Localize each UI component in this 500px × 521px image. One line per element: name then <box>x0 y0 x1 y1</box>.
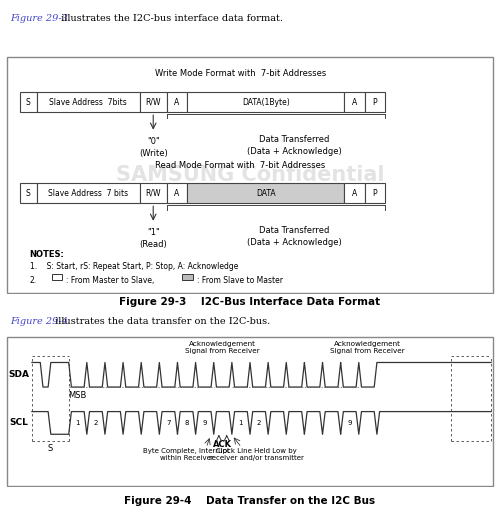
Text: 1: 1 <box>238 420 243 426</box>
Text: SDA: SDA <box>8 370 29 379</box>
Text: "1": "1" <box>147 228 160 238</box>
Bar <box>140 92 166 112</box>
Bar <box>52 274 62 279</box>
Text: Clock Line Held Low by
receiver and/or transmitter: Clock Line Held Low by receiver and/or t… <box>209 449 304 462</box>
Text: ACK: ACK <box>214 440 233 449</box>
Text: P: P <box>372 97 378 106</box>
Text: A: A <box>174 189 180 197</box>
Text: MSB: MSB <box>68 391 87 400</box>
Bar <box>37 183 140 203</box>
Text: Read Mode Format with  7-bit Addresses: Read Mode Format with 7-bit Addresses <box>155 162 326 170</box>
Bar <box>188 92 344 112</box>
Text: (Read): (Read) <box>140 241 167 250</box>
Text: SCL: SCL <box>10 418 28 427</box>
Text: Slave Address  7 bits: Slave Address 7 bits <box>48 189 128 197</box>
Text: "0": "0" <box>147 138 160 146</box>
Text: Acknowledgement
Signal from Receiver: Acknowledgement Signal from Receiver <box>330 341 405 354</box>
Text: Byte Complete, Interrupt
within Receiver: Byte Complete, Interrupt within Receiver <box>143 449 230 462</box>
Text: A: A <box>174 97 180 106</box>
Bar <box>166 183 188 203</box>
Text: 9: 9 <box>348 420 352 426</box>
Text: SAMSUNG Confidential: SAMSUNG Confidential <box>116 165 384 184</box>
Text: Figure 29-3: Figure 29-3 <box>10 14 68 23</box>
Text: P: P <box>372 189 378 197</box>
Text: Figure 29-3    I2C-Bus Interface Data Format: Figure 29-3 I2C-Bus Interface Data Forma… <box>120 296 380 307</box>
Bar <box>20 183 37 203</box>
Text: A: A <box>352 189 357 197</box>
Text: DATA: DATA <box>256 189 276 197</box>
Text: S: S <box>26 189 30 197</box>
Text: illustrates the data transfer on the I2C-bus.: illustrates the data transfer on the I2C… <box>52 317 271 326</box>
Bar <box>37 92 140 112</box>
Text: 9: 9 <box>202 420 207 426</box>
Text: 7: 7 <box>166 420 170 426</box>
Text: Data Transferred: Data Transferred <box>259 226 330 235</box>
Bar <box>344 183 364 203</box>
Text: R/W: R/W <box>146 97 161 106</box>
Text: 8: 8 <box>184 420 189 426</box>
Text: 1.    S: Start, rS: Repeat Start, P: Stop, A: Acknowledge: 1. S: Start, rS: Repeat Start, P: Stop, … <box>30 263 238 271</box>
Text: (Data + Acknowledge): (Data + Acknowledge) <box>246 147 342 156</box>
Text: illustrates the I2C-bus interface data format.: illustrates the I2C-bus interface data f… <box>58 14 284 23</box>
Text: Figure 29-4: Figure 29-4 <box>10 317 68 326</box>
Bar <box>20 92 37 112</box>
Text: Figure 29-4    Data Transfer on the I2C Bus: Figure 29-4 Data Transfer on the I2C Bus <box>124 496 376 506</box>
Text: 1: 1 <box>76 420 80 426</box>
Bar <box>344 92 364 112</box>
Bar <box>364 92 385 112</box>
Text: Write Mode Format with  7-bit Addresses: Write Mode Format with 7-bit Addresses <box>154 69 326 78</box>
Text: R/W: R/W <box>146 189 161 197</box>
Text: : From Master to Slave,: : From Master to Slave, <box>66 276 154 285</box>
Bar <box>140 183 166 203</box>
Text: NOTES:: NOTES: <box>30 250 64 259</box>
Text: 2.: 2. <box>30 276 36 285</box>
Bar <box>188 183 344 203</box>
Text: (Data + Acknowledge): (Data + Acknowledge) <box>246 238 342 247</box>
Text: Acknowledgement
Signal from Receiver: Acknowledgement Signal from Receiver <box>186 341 260 354</box>
Text: S: S <box>48 444 53 453</box>
Text: 2: 2 <box>94 420 98 426</box>
Text: : From Slave to Master: : From Slave to Master <box>197 276 283 285</box>
Text: 2: 2 <box>257 420 262 426</box>
Text: Slave Address  7bits: Slave Address 7bits <box>50 97 127 106</box>
Text: S: S <box>26 97 30 106</box>
Bar <box>182 274 193 279</box>
Text: Data Transferred: Data Transferred <box>259 135 330 144</box>
Text: DATA(1Byte): DATA(1Byte) <box>242 97 290 106</box>
Bar <box>364 183 385 203</box>
Bar <box>166 92 188 112</box>
Text: A: A <box>352 97 357 106</box>
Text: (Write): (Write) <box>139 150 168 158</box>
